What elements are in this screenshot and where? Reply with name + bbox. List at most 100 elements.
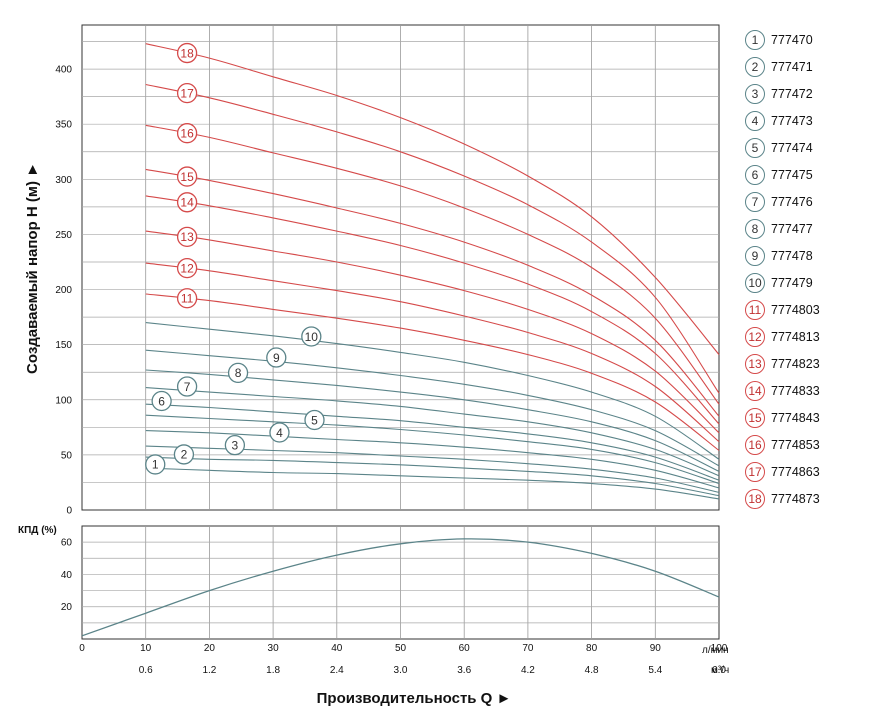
series-line-5	[145, 414, 720, 485]
legend-code: 7774843	[771, 410, 820, 425]
x-tick-label: 10	[140, 643, 152, 654]
curve-marker-label: 4	[276, 426, 283, 440]
legend-code: 777474	[771, 140, 813, 155]
efficiency-chart-grid	[81, 525, 720, 640]
curve-marker-label: 12	[180, 261, 194, 275]
series-line-18	[145, 43, 720, 355]
curve-marker-6	[151, 390, 172, 412]
legend-item: 12 7774813	[745, 323, 865, 350]
legend-code: 7774833	[771, 383, 820, 398]
series-line-2	[145, 456, 720, 497]
legend-badge: 8	[745, 218, 765, 239]
legend-badge: 18	[745, 488, 765, 509]
curve-marker-2	[173, 444, 195, 465]
legend-item: 10 777479	[745, 269, 865, 296]
legend-code: 777473	[771, 113, 813, 128]
legend-badge: 14	[745, 380, 765, 401]
legend-item: 11 7774803	[745, 296, 865, 323]
curve-marker-label: 15	[180, 170, 194, 184]
x-tick-label-secondary: 4.2	[521, 665, 535, 676]
legend-item: 4 777473	[745, 107, 865, 134]
curve-marker-14	[176, 192, 198, 213]
legend-badge: 9	[745, 245, 765, 266]
y-axis-title: Создаваемый напор Н (м) ►	[24, 162, 41, 374]
legend-item: 1 777470	[745, 26, 865, 53]
legend-item: 8 777477	[745, 215, 865, 242]
efficiency-line	[81, 538, 720, 637]
y-tick-label: 150	[55, 340, 72, 351]
curve-marker-16	[176, 123, 198, 144]
y-tick-label: 300	[55, 175, 72, 186]
legend-item: 17 7774863	[745, 458, 865, 485]
curve-marker-1	[145, 454, 166, 475]
legend-item: 9 777478	[745, 242, 865, 269]
curve-marker-8	[227, 362, 249, 384]
curve-marker-label: 14	[180, 196, 194, 210]
legend-item: 6 777475	[745, 161, 865, 188]
curve-marker-label: 2	[181, 448, 188, 462]
legend-code: 777478	[771, 248, 813, 263]
legend-item: 15 7774843	[745, 404, 865, 431]
y-tick-label: 250	[55, 230, 72, 241]
curve-marker-label: 17	[180, 86, 194, 100]
curve-marker-4	[269, 422, 290, 443]
series-line-16	[145, 124, 720, 405]
legend-badge: 5	[745, 137, 765, 158]
y-tick-label: 0	[66, 506, 72, 517]
curve-marker-7	[176, 376, 198, 397]
curve-marker-5	[304, 409, 325, 431]
efficiency-tick-label: 20	[61, 602, 73, 613]
x-tick-label: 30	[268, 643, 280, 654]
curve-marker-label: 5	[311, 413, 318, 427]
series-line-17	[145, 83, 720, 394]
legend-item: 13 7774823	[745, 350, 865, 377]
curve-marker-18	[176, 42, 198, 64]
efficiency-curve	[81, 538, 720, 637]
legend-code: 7774823	[771, 356, 820, 371]
x-tick-label: 80	[586, 643, 598, 654]
legend-code: 777476	[771, 194, 813, 209]
curve-marker-label: 9	[273, 351, 280, 365]
legend-code: 7774803	[771, 302, 820, 317]
curve-marker-10	[301, 326, 322, 347]
curve-marker-label: 8	[235, 366, 242, 380]
curve-marker-label: 1	[152, 458, 159, 472]
legend-item: 5 777474	[745, 134, 865, 161]
x-tick-label: 40	[331, 643, 343, 654]
x-tick-label-secondary: 3.6	[457, 665, 471, 676]
legend-code: 7774863	[771, 464, 820, 479]
legend-badge: 16	[745, 434, 765, 455]
series-line-14	[145, 195, 720, 425]
curve-marker-9	[266, 347, 287, 368]
series-line-13	[145, 230, 720, 434]
legend-badge: 4	[745, 110, 765, 131]
efficiency-tick-label: 40	[61, 570, 73, 581]
legend-item: 3 777472	[745, 80, 865, 107]
series-line-4	[145, 430, 720, 489]
x-tick-label: 0	[79, 643, 85, 654]
efficiency-axis-title: КПД (%)	[18, 525, 57, 536]
curve-marker-label: 18	[180, 46, 194, 60]
x-tick-label-secondary: 3.0	[394, 665, 408, 676]
x-tick-label-secondary: 1.2	[202, 665, 216, 676]
series-line-1	[145, 467, 720, 500]
x-tick-label: 50	[395, 643, 407, 654]
x-unit-secondary: м³/ч	[711, 665, 729, 676]
legend-badge: 17	[745, 461, 765, 482]
curve-marker-17	[176, 82, 198, 104]
x-tick-label: 70	[522, 643, 534, 654]
legend-item: 18 7774873	[745, 485, 865, 512]
series-line-12	[145, 262, 720, 443]
head-curves	[145, 43, 720, 500]
x-tick-label-secondary: 4.8	[585, 665, 599, 676]
curve-marker-label: 10	[305, 330, 319, 344]
x-tick-label: 100	[711, 643, 728, 654]
legend-item: 2 777471	[745, 53, 865, 80]
legend: 1 777470 2 777471 3 777472 4 777473 5 777474 6 7774…	[745, 26, 865, 512]
curve-marker-3	[224, 435, 246, 456]
series-line-10	[145, 322, 720, 460]
curve-marker-15	[176, 166, 198, 187]
series-line-9	[145, 349, 720, 467]
